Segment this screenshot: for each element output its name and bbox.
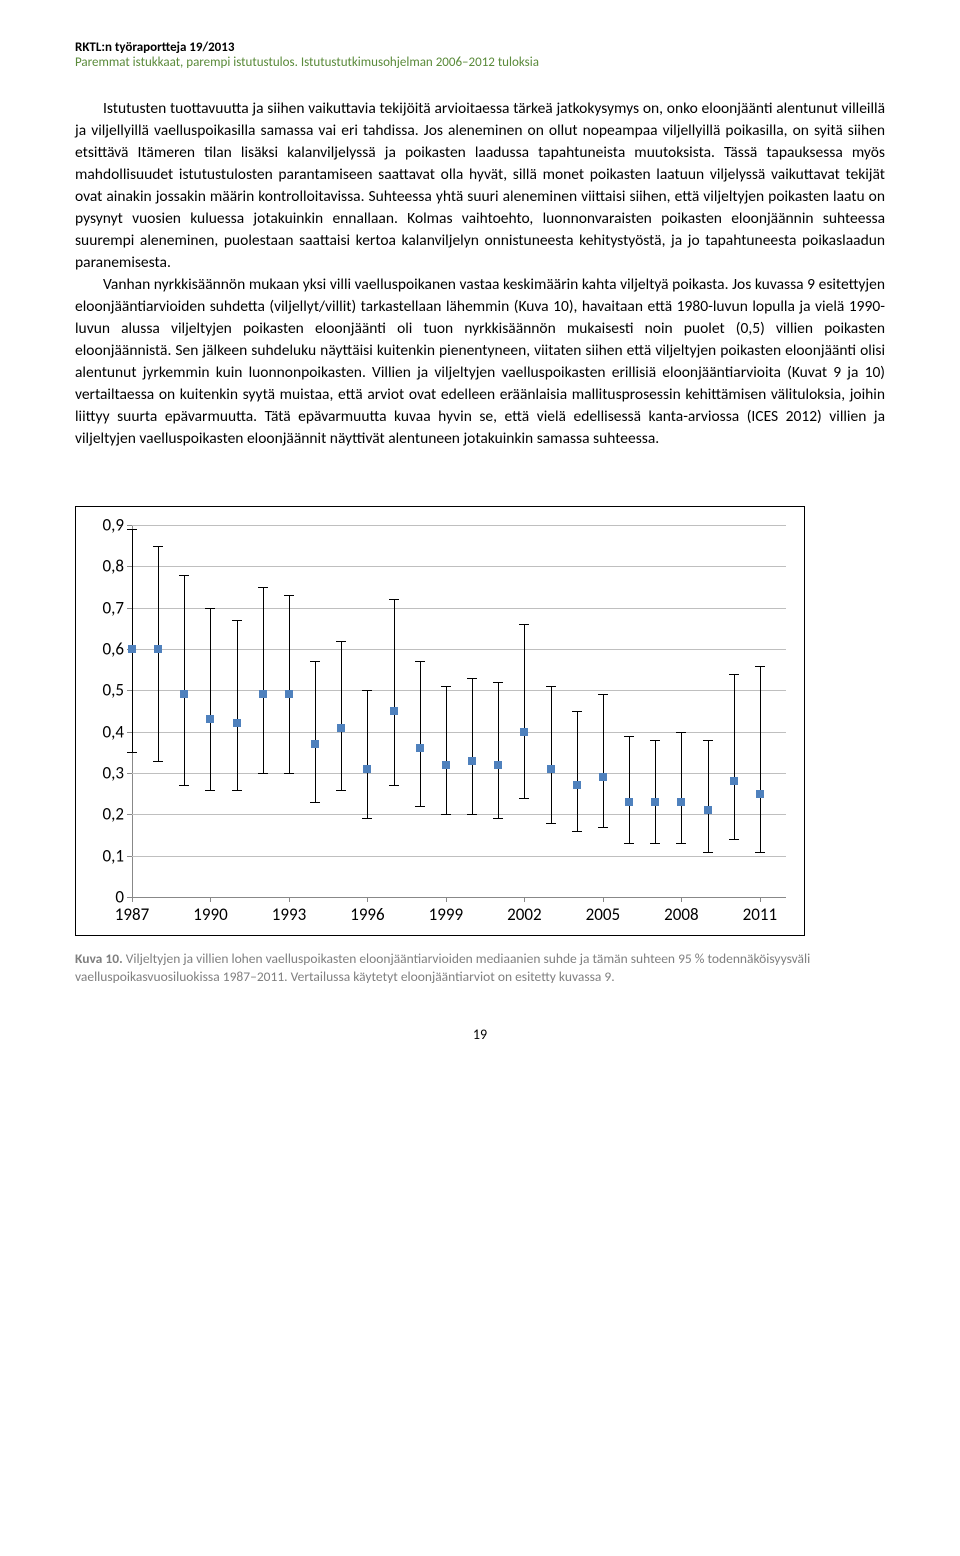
error-bar — [210, 608, 211, 790]
error-bar — [498, 682, 499, 818]
data-marker — [442, 761, 450, 769]
data-marker — [625, 798, 633, 806]
x-tick-label: 2011 — [743, 904, 777, 925]
error-bar — [315, 661, 316, 802]
data-marker — [547, 765, 555, 773]
figure-label: Kuva 10. — [75, 950, 123, 967]
page-number: 19 — [75, 1026, 885, 1043]
error-bar — [158, 546, 159, 761]
data-marker — [363, 765, 371, 773]
error-bar — [367, 690, 368, 818]
x-tick-label: 1999 — [429, 904, 463, 925]
data-marker — [468, 757, 476, 765]
data-marker — [573, 781, 581, 789]
error-bar — [708, 740, 709, 852]
data-marker — [756, 790, 764, 798]
x-tick-label: 2008 — [664, 904, 698, 925]
x-tick-label: 1987 — [115, 904, 149, 925]
x-tick-label: 2002 — [507, 904, 541, 925]
error-bar — [132, 529, 133, 752]
data-marker — [233, 719, 241, 727]
chart-box: 00,10,20,30,40,50,60,70,80,9198719901993… — [75, 506, 805, 936]
data-marker — [206, 715, 214, 723]
data-marker — [704, 806, 712, 814]
data-marker — [677, 798, 685, 806]
paragraph-2: Vanhan nyrkkisäännön mukaan yksi villi v… — [75, 274, 885, 450]
error-bar — [655, 740, 656, 843]
data-marker — [180, 690, 188, 698]
figure-caption-text: Viljeltyjen ja villien lohen vaelluspoik… — [75, 950, 810, 985]
y-tick-label: 0,4 — [90, 721, 124, 742]
error-bar — [551, 686, 552, 822]
y-tick-label: 0,2 — [90, 804, 124, 825]
data-marker — [416, 744, 424, 752]
error-bar — [577, 711, 578, 831]
error-bar — [341, 641, 342, 790]
y-tick-label: 0,9 — [90, 515, 124, 536]
data-marker — [390, 707, 398, 715]
data-marker — [259, 690, 267, 698]
report-series: RKTL:n työraportteja 19/2013 — [75, 40, 885, 55]
data-marker — [599, 773, 607, 781]
data-marker — [494, 761, 502, 769]
data-marker — [311, 740, 319, 748]
error-bar — [263, 587, 264, 773]
error-bar — [603, 694, 604, 826]
data-marker — [337, 724, 345, 732]
plot-area: 00,10,20,30,40,50,60,70,80,9198719901993… — [132, 525, 786, 897]
error-bar — [734, 674, 735, 839]
data-marker — [285, 690, 293, 698]
paragraph-1: Istutusten tuottavuutta ja siihen vaikut… — [75, 98, 885, 274]
y-tick-label: 0,8 — [90, 556, 124, 577]
error-bar — [472, 678, 473, 814]
error-bar — [629, 736, 630, 843]
figure-10: 00,10,20,30,40,50,60,70,80,9198719901993… — [75, 506, 885, 986]
x-tick-label: 1990 — [193, 904, 227, 925]
data-marker — [730, 777, 738, 785]
x-tick-label: 1996 — [350, 904, 384, 925]
y-tick-label: 0,3 — [90, 763, 124, 784]
report-title: Paremmat istukkaat, parempi istutustulos… — [75, 55, 885, 70]
data-marker — [651, 798, 659, 806]
x-tick-label: 1993 — [272, 904, 306, 925]
y-tick-label: 0,7 — [90, 597, 124, 618]
y-tick-label: 0,1 — [90, 845, 124, 866]
error-bar — [184, 575, 185, 786]
error-bar — [289, 595, 290, 773]
y-tick-label: 0,5 — [90, 680, 124, 701]
error-bar — [681, 732, 682, 844]
error-bar — [524, 624, 525, 798]
x-tick-label: 2005 — [586, 904, 620, 925]
error-bar — [237, 620, 238, 789]
data-marker — [520, 728, 528, 736]
figure-caption: Kuva 10. Viljeltyjen ja villien lohen va… — [75, 950, 885, 986]
data-marker — [154, 645, 162, 653]
error-bar — [760, 666, 761, 852]
error-bar — [420, 661, 421, 806]
y-tick-label: 0,6 — [90, 639, 124, 660]
body-text: Istutusten tuottavuutta ja siihen vaikut… — [75, 98, 885, 450]
report-header: RKTL:n työraportteja 19/2013 Paremmat is… — [75, 40, 885, 70]
error-bar — [446, 686, 447, 814]
error-bar — [394, 599, 395, 785]
data-marker — [128, 645, 136, 653]
